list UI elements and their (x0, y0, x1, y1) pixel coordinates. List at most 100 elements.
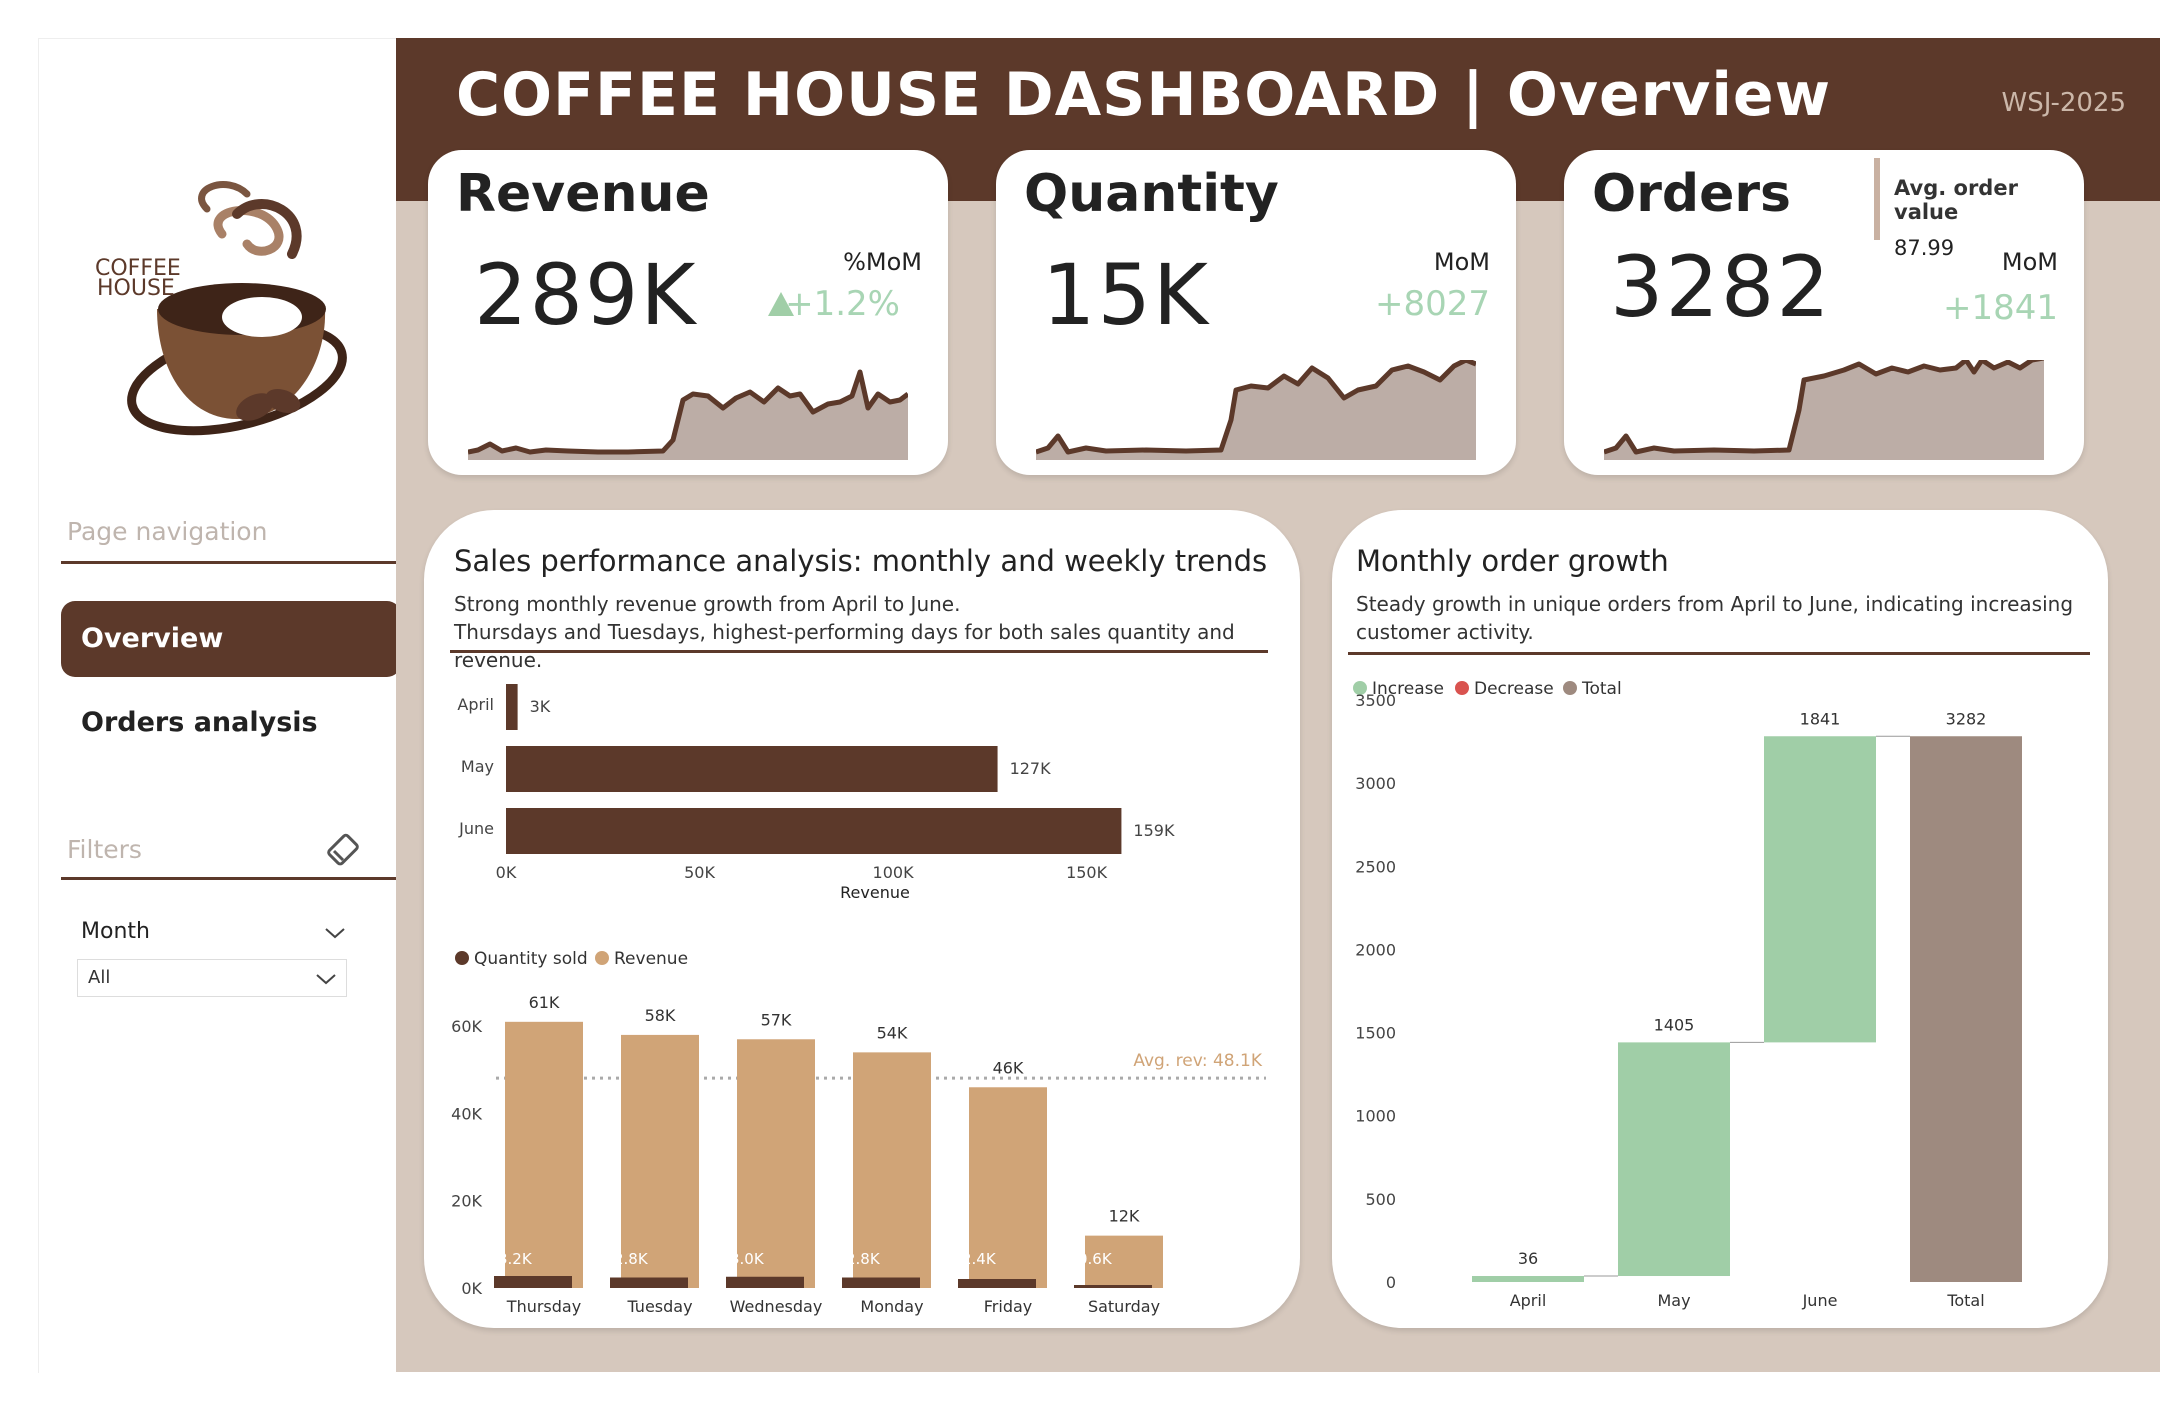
tick-label: 3500 (1355, 691, 1396, 710)
bar (506, 684, 518, 730)
data-label: 1841 (1800, 709, 1841, 728)
data-label: 2.8K (614, 1250, 649, 1268)
coffee-house-logo: COFFEE HOUSE (95, 181, 347, 436)
nav-orders-analysis-link[interactable]: Orders analysis (81, 707, 318, 738)
monthly-order-growth-panel: Monthly order growth Steady growth in un… (1332, 510, 2108, 1328)
main-area: COFFEE HOUSE DASHBOARD | Overview WSJ-20… (396, 38, 2160, 1372)
header-tag: WSJ-2025 (2001, 88, 2126, 118)
kpi-value: 15K (1042, 246, 1210, 344)
tick-label: 100K (873, 863, 915, 882)
page-navigation-heading: Page navigation (67, 517, 268, 546)
axis-label: Revenue (840, 883, 910, 902)
kpi-label: Orders (1592, 164, 1791, 224)
tick-label: 500 (1365, 1190, 1396, 1209)
legend-marker (1563, 681, 1577, 695)
data-label: 3282 (1946, 709, 1987, 728)
tick-label: 0K (496, 863, 517, 882)
month-dropdown[interactable]: All (77, 959, 347, 997)
data-label: 54K (877, 1023, 908, 1042)
bar-quantity (494, 1276, 572, 1288)
triangle-up-icon (768, 292, 794, 316)
tick-label: 150K (1066, 863, 1108, 882)
data-label: 2.4K (962, 1250, 997, 1268)
bar-quantity (842, 1277, 920, 1288)
logo-line1: COFFEE (95, 256, 181, 281)
data-label: 127K (1010, 759, 1052, 778)
bar (1472, 1276, 1584, 1282)
order-waterfall-chart: Increase Decrease Total 0 500 1000 1500 2000 250… (1353, 679, 2022, 1310)
legend-label: Revenue (614, 949, 688, 969)
kpi-value: 289K (474, 246, 698, 344)
weekday-sales-chart: Quantity sold Revenue 0K 20K 40K 60K Avg. rev:… (451, 949, 1266, 1316)
tick-label: 1000 (1355, 1107, 1396, 1126)
kpi-value: 3282 (1610, 238, 1832, 336)
tick-label: 40K (451, 1104, 482, 1123)
tick-label: 50K (684, 863, 715, 882)
nav-divider (61, 561, 401, 564)
category-label: April (1510, 1291, 1547, 1310)
chevron-down-icon[interactable] (323, 925, 347, 941)
kpi-label: Revenue (456, 164, 710, 224)
tick-label: 0 (1386, 1273, 1396, 1292)
category-label: Thursday (506, 1297, 581, 1316)
filters-heading: Filters (67, 835, 142, 864)
eraser-icon[interactable] (323, 831, 363, 871)
legend-label: Decrease (1474, 679, 1554, 699)
avg-order-value: Avg. order value 87.99 (1874, 158, 2084, 260)
data-label: 2.8K (846, 1250, 881, 1268)
category-label: Monday (860, 1297, 923, 1316)
revenue-sparkline (468, 369, 908, 460)
bar-quantity (726, 1276, 804, 1288)
panel-divider (450, 650, 1268, 653)
kpi-mom-value: +8027 (1374, 284, 1490, 324)
kpi-mom-label: %MoM (843, 248, 922, 276)
month-filter-label: Month (81, 919, 150, 944)
bar (506, 746, 998, 792)
data-label: 159K (1133, 821, 1175, 840)
data-label: 1405 (1654, 1015, 1695, 1034)
bar (506, 808, 1122, 854)
category-label: May (1657, 1291, 1690, 1310)
bar (1618, 1042, 1730, 1277)
kpi-orders-card: Orders Avg. order value 87.99 3282 MoM +… (1564, 150, 2084, 475)
category-label: May (461, 757, 494, 776)
nav-overview-button[interactable]: Overview (61, 601, 401, 677)
filters-divider (61, 877, 401, 880)
bar-revenue (505, 1021, 583, 1288)
kpi-mom-label: MoM (2001, 248, 2058, 276)
panel-subtitle: Steady growth in unique orders from Apri… (1356, 590, 2073, 646)
category-label: Wednesday (730, 1297, 823, 1316)
panel-subtitle-line: Strong monthly revenue growth from April… (454, 592, 961, 616)
data-label: 12K (1109, 1207, 1140, 1226)
bar-revenue (621, 1034, 699, 1288)
bar-quantity (610, 1277, 688, 1288)
data-label: 3.0K (730, 1250, 765, 1268)
tick-label: 0K (461, 1279, 482, 1298)
legend-label: Quantity sold (474, 949, 588, 969)
data-label: 57K (761, 1010, 792, 1029)
category-label: Total (1946, 1291, 1984, 1310)
legend-marker (455, 951, 469, 965)
legend-label: Increase (1372, 679, 1444, 699)
legend-label: Total (1581, 679, 1622, 699)
panel-subtitle-line: customer activity. (1356, 620, 1534, 644)
data-label: 3.2K (498, 1250, 533, 1268)
chevron-down-icon (316, 974, 336, 985)
bar-revenue (737, 1039, 815, 1288)
sidebar: COFFEE HOUSE Page navigation Overview Or… (38, 38, 401, 1373)
category-label: June (458, 819, 494, 838)
data-label: 3K (530, 697, 551, 716)
monthly-revenue-chart: April 3K May 127K June 159K 0K 50K 100K 150K Reven… (457, 684, 1175, 902)
avg-order-value-number: 87.99 (1894, 236, 1955, 260)
data-label: 0.6K (1078, 1250, 1113, 1268)
data-label: 58K (645, 1006, 676, 1025)
legend-marker (1455, 681, 1469, 695)
bar (1764, 736, 1876, 1043)
legend-marker (595, 951, 609, 965)
category-label: April (457, 695, 494, 714)
panel-title: Sales performance analysis: monthly and … (454, 544, 1268, 578)
quantity-sparkline (1036, 360, 1476, 460)
bar-revenue (969, 1087, 1047, 1288)
bar-revenue (1085, 1235, 1163, 1288)
month-dropdown-value: All (88, 967, 111, 988)
